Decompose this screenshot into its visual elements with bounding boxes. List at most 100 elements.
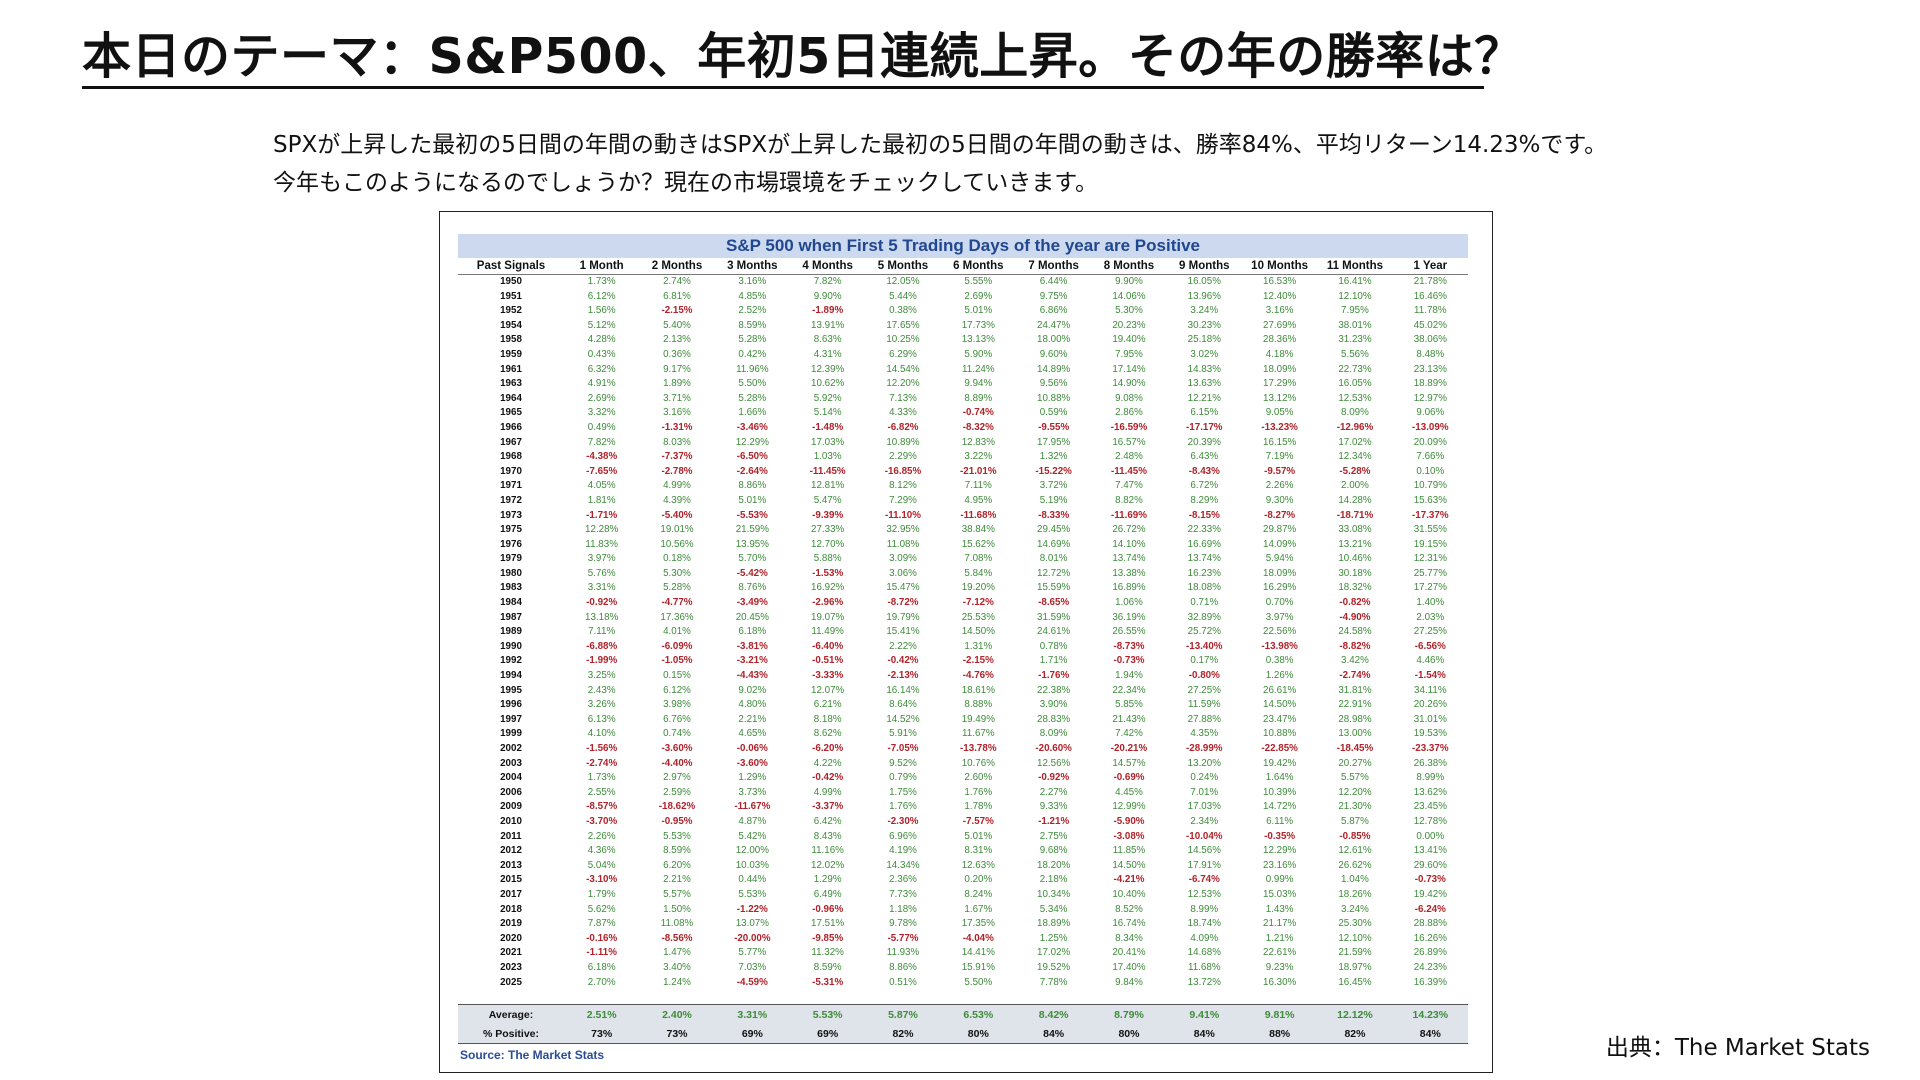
return-cell: -2.64% — [736, 465, 768, 477]
intro-line-1: SPXが上昇した最初の5日間の年間の動きはSPXが上昇した最初の5日間の年間の動… — [273, 132, 1608, 158]
return-cell: -2.96% — [812, 597, 844, 609]
return-cell: 17.29% — [1263, 378, 1297, 390]
return-cell: 21.17% — [1263, 918, 1297, 930]
return-cell: 6.49% — [813, 888, 842, 900]
return-cell: 8.03% — [663, 436, 691, 448]
return-cell: 3.40% — [663, 961, 691, 973]
return-cell: -2.74% — [1339, 670, 1371, 682]
return-cell: 26.38% — [1413, 757, 1447, 769]
return-cell: 2.59% — [663, 786, 691, 798]
return-cell: -3.08% — [1113, 830, 1145, 842]
return-cell: -5.40% — [661, 509, 693, 521]
year-cell: 2009 — [500, 801, 522, 813]
year-cell: 1983 — [500, 582, 522, 594]
return-cell: 5.44% — [889, 290, 917, 302]
return-cell: 0.99% — [1265, 874, 1294, 886]
return-cell: 3.22% — [964, 451, 993, 463]
return-cell: 12.81% — [811, 480, 845, 492]
return-cell: -8.72% — [887, 597, 919, 609]
return-cell: 5.42% — [738, 830, 767, 842]
positive-cell: 80% — [967, 1027, 989, 1040]
return-cell: 26.55% — [1112, 626, 1146, 638]
return-cell: -3.60% — [661, 743, 693, 754]
column-header: 4 Months — [789, 258, 866, 275]
return-cell: 16.05% — [1338, 378, 1372, 390]
return-cell: 8.59% — [813, 961, 842, 973]
return-cell: 14.09% — [1263, 538, 1297, 550]
return-cell: 19.42% — [1413, 888, 1447, 900]
return-cell: -4.76% — [962, 670, 994, 682]
return-cell: -4.21% — [1113, 874, 1145, 886]
year-cell: 1992 — [500, 655, 522, 667]
return-cell: 1.75% — [889, 786, 917, 798]
return-cell: 25.18% — [1187, 334, 1221, 346]
return-cell: 30.23% — [1187, 319, 1221, 331]
return-cell: 11.93% — [886, 947, 920, 959]
return-cell: 18.61% — [961, 684, 995, 696]
return-cell: 1.76% — [964, 786, 993, 798]
table-row: 2019 7.87% 11.08% 13.07% 17.51% 9.78% 17.35% 18… — [458, 917, 1468, 932]
return-cell: 8.59% — [663, 845, 691, 857]
return-cell: -6.82% — [887, 421, 919, 433]
return-cell: -8.56% — [661, 932, 693, 944]
return-cell: -18.71% — [1336, 509, 1374, 521]
return-cell: -2.78% — [661, 465, 693, 477]
year-cell: 1968 — [500, 451, 522, 463]
return-cell: 26.72% — [1112, 524, 1146, 536]
return-cell: -11.68% — [960, 509, 997, 521]
return-cell: 21.43% — [1112, 713, 1146, 725]
returns-table: Past Signals 1 Month 2 Months 3 Months 4 Mon… — [458, 258, 1468, 990]
return-cell: 6.18% — [587, 961, 616, 973]
return-cell: 12.61% — [1338, 845, 1372, 857]
return-cell: 18.97% — [1338, 961, 1372, 973]
return-cell: 7.13% — [889, 392, 917, 404]
table-row: 1964 2.69% 3.71% 5.28% 5.92% 7.13% 8.89% 10.88%… — [458, 392, 1468, 407]
column-header: 1 Month — [564, 258, 640, 275]
return-cell: -28.99% — [1186, 743, 1223, 754]
return-cell: -0.96% — [812, 903, 844, 915]
return-cell: 11.83% — [585, 538, 618, 550]
credit-text: 出典：The Market Stats — [1605, 1035, 1870, 1061]
return-cell: 13.00% — [1338, 728, 1372, 740]
average-cell: 9.41% — [1189, 1008, 1220, 1021]
return-cell: 14.90% — [1112, 378, 1146, 390]
return-cell: 15.41% — [886, 626, 920, 638]
return-cell: 10.56% — [660, 538, 694, 550]
return-cell: 6.42% — [813, 815, 842, 827]
return-cell: 6.44% — [1039, 276, 1068, 287]
return-cell: 16.89% — [1112, 582, 1146, 594]
return-cell: 8.09% — [1039, 728, 1068, 740]
return-cell: 1.79% — [587, 888, 616, 900]
return-cell: -1.89% — [812, 305, 844, 317]
return-cell: 36.19% — [1112, 611, 1146, 623]
return-cell: 1.43% — [1265, 903, 1294, 915]
return-cell: 15.47% — [886, 582, 920, 594]
table-row: 1989 7.11% 4.01% 6.18% 11.49% 15.41% 14.50% 24.… — [458, 625, 1468, 640]
return-cell: 12.34% — [1338, 451, 1372, 463]
table-row: 1951 6.12% 6.81% 4.85% 9.90% 5.44% 2.69% 9.75% 1… — [458, 290, 1468, 305]
return-cell: 8.34% — [1115, 932, 1143, 944]
table-row: 1966 0.49% -1.31% -3.46% -1.48% -6.82% -8.32% -… — [458, 421, 1468, 436]
return-cell: 25.77% — [1413, 567, 1447, 579]
return-cell: -8.33% — [1038, 509, 1070, 521]
return-cell: 9.84% — [1115, 976, 1143, 988]
return-cell: 18.20% — [1037, 859, 1071, 871]
table-wrap: S&P 500 when First 5 Trading Days of the… — [458, 234, 1468, 1044]
slide-title: 本日のテーマ：S&P500、年初5日連続上昇。その年の勝率は？ — [82, 28, 1524, 85]
return-cell: -5.28% — [1339, 465, 1371, 477]
year-cell: 1994 — [500, 670, 522, 682]
return-cell: 5.57% — [663, 888, 691, 900]
year-cell: 1996 — [500, 699, 522, 711]
return-cell: 8.59% — [738, 319, 767, 331]
table-row: 2006 2.55% 2.59% 3.73% 4.99% 1.75% 1.76% 2.27% 4… — [458, 786, 1468, 801]
table-row: 1973 -1.71% -5.40% -5.53% -9.39% -11.10% -11.6… — [458, 509, 1468, 524]
return-cell: -16.85% — [884, 465, 922, 477]
table-row: 1972 1.81% 4.39% 5.01% 5.47% 7.29% 4.95% 5.19% 8… — [458, 494, 1468, 509]
return-cell: 5.01% — [964, 830, 993, 842]
return-cell: 7.03% — [738, 961, 767, 973]
return-cell: 15.62% — [961, 538, 995, 550]
return-cell: 4.99% — [813, 786, 842, 798]
return-cell: -3.60% — [736, 757, 768, 769]
return-cell: 27.69% — [1263, 319, 1297, 331]
year-cell: 2012 — [500, 845, 522, 857]
